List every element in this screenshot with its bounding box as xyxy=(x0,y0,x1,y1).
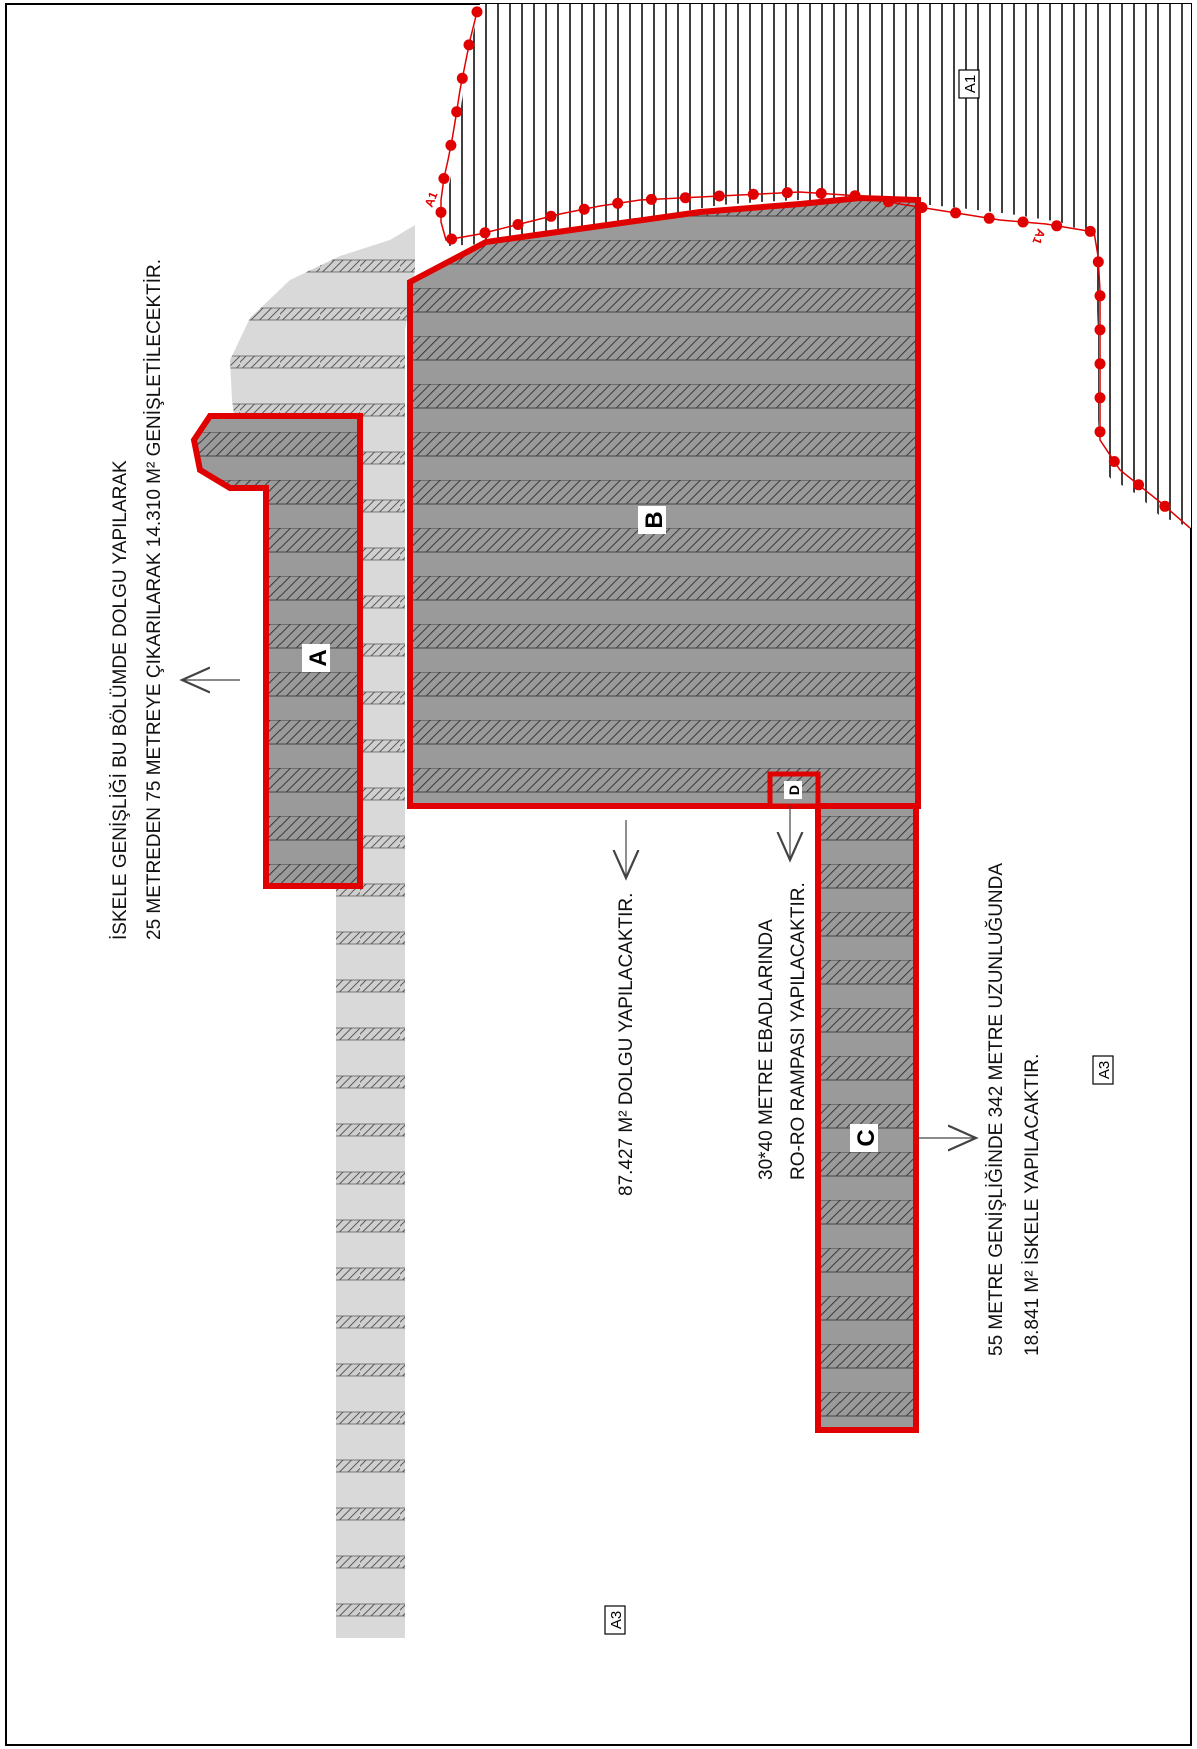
a1-boundary-marker xyxy=(1094,290,1106,302)
a1-boundary-tag-1: A1 xyxy=(422,189,441,209)
svg-text:A3: A3 xyxy=(1096,1061,1113,1079)
a1-boundary-marker xyxy=(645,193,657,205)
a1-land-area xyxy=(442,4,1191,528)
a1-boundary-markers xyxy=(435,6,1171,512)
zone-a-note-line1: İSKELE GENİŞLİĞİ BU BÖLÜMDE DOLGU YAPILA… xyxy=(109,460,131,940)
zone-d-note-line2: RO-RO RAMPASI YAPILACAKTIR. xyxy=(788,882,809,1180)
a1-area-tag: A1 xyxy=(958,69,980,99)
a1-boundary-marker xyxy=(849,190,861,202)
a1-boundary-marker xyxy=(1094,392,1106,404)
a1-boundary-marker xyxy=(479,227,491,239)
svg-text:A: A xyxy=(305,649,332,666)
a3-area-tag-bottom: A3 xyxy=(604,1605,626,1635)
a1-boundary-marker xyxy=(1094,426,1106,438)
a1-boundary-marker xyxy=(1094,324,1106,336)
zone-c-note-line2: 18.841 M² İSKELE YAPILACAKTIR. xyxy=(1022,1054,1043,1356)
zone-b-note: 87.427 M² DOLGU YAPILACAKTIR. xyxy=(616,893,637,1196)
a1-boundary-marker xyxy=(456,72,468,84)
a1-boundary-marker xyxy=(435,206,447,218)
zone-d-label: D xyxy=(784,781,802,799)
a1-boundary-marker xyxy=(451,106,463,118)
a1-boundary-marker xyxy=(578,203,590,215)
zone-d-note-line1: 30*40 METRE EBADLARINDA xyxy=(756,919,777,1180)
svg-text:A3: A3 xyxy=(608,1611,625,1629)
a1-boundary-marker xyxy=(916,202,928,213)
a1-boundary-marker xyxy=(445,139,457,151)
a1-boundary-marker xyxy=(1159,500,1171,512)
a1-boundary-marker xyxy=(983,212,995,224)
zone-b-label: B xyxy=(638,506,668,534)
a1-boundary-marker xyxy=(471,6,483,18)
a1-boundary-marker xyxy=(463,39,475,51)
a1-boundary-marker xyxy=(1017,216,1029,228)
a1-boundary-marker xyxy=(815,187,827,199)
a1-boundary-marker xyxy=(446,233,458,245)
a1-boundary-marker xyxy=(713,190,725,202)
a1-boundary-tag-2: A1 xyxy=(1029,227,1048,247)
a1-boundary-marker xyxy=(747,188,759,200)
a1-boundary-marker xyxy=(512,219,524,230)
a1-boundary-marker xyxy=(883,196,894,208)
a1-boundary-marker xyxy=(781,187,793,199)
svg-text:B: B xyxy=(641,511,668,528)
a1-boundary-marker xyxy=(545,210,557,222)
a1-boundary-marker xyxy=(438,173,450,184)
zone-c-note-line1: 55 METRE GENİŞLİĞİNDE 342 METRE UZUNLUĞU… xyxy=(985,863,1007,1356)
zone-a-note-line2: 25 METREDEN 75 METREYE ÇIKARILARAK 14.31… xyxy=(144,259,165,940)
existing-pier xyxy=(230,225,415,1638)
svg-text:C: C xyxy=(853,1129,880,1146)
zone-c-label: C xyxy=(850,1124,880,1152)
zone-a-label: A xyxy=(302,644,332,672)
a1-boundary-marker xyxy=(679,192,691,204)
a1-boundary-marker xyxy=(1092,256,1104,268)
a1-boundary-marker xyxy=(1084,225,1096,237)
svg-text:D: D xyxy=(786,785,802,795)
zone-a-area xyxy=(190,413,363,889)
a1-boundary-marker xyxy=(1051,220,1063,232)
a1-boundary-marker xyxy=(612,197,624,209)
a1-boundary-marker xyxy=(1108,456,1120,467)
a1-boundary-marker xyxy=(1094,358,1106,370)
svg-text:A1: A1 xyxy=(962,75,979,93)
a3-area-tag-right: A3 xyxy=(1092,1055,1114,1085)
zone-b-area xyxy=(407,194,921,809)
a1-boundary-marker xyxy=(1133,479,1145,491)
a1-boundary-marker xyxy=(950,207,962,219)
zone-c-area xyxy=(815,803,919,1433)
